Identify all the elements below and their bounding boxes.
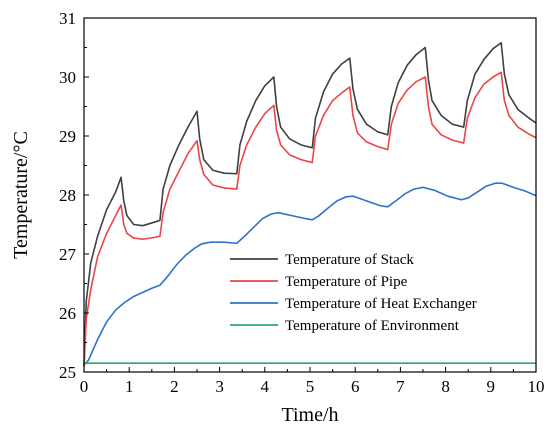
y-tick-label: 31 bbox=[59, 9, 76, 28]
y-tick-label: 25 bbox=[59, 363, 76, 382]
legend-label-2: Temperature of Heat Exchanger bbox=[285, 296, 477, 312]
x-tick-label: 2 bbox=[170, 377, 179, 396]
y-tick-label: 29 bbox=[59, 127, 76, 146]
axis-ticks: 0 1 2 3 4 5 6 7 8 9 10 25 26 27 28 29 30 31 bbox=[59, 9, 545, 396]
series-line-1 bbox=[83, 71, 537, 367]
x-tick-label: 6 bbox=[351, 377, 360, 396]
x-tick-label: 10 bbox=[528, 377, 545, 396]
legend-label-3: Temperature of Environment bbox=[285, 318, 460, 334]
x-tick-label: 1 bbox=[125, 377, 134, 396]
x-tick-label: 5 bbox=[306, 377, 315, 396]
x-tick-label: 9 bbox=[487, 377, 496, 396]
x-tick-label: 4 bbox=[261, 377, 270, 396]
y-tick-label: 30 bbox=[59, 68, 76, 87]
x-tick-label: 3 bbox=[215, 377, 224, 396]
series-line-0 bbox=[83, 41, 537, 367]
y-tick-label: 27 bbox=[59, 245, 77, 264]
x-tick-label: 7 bbox=[396, 377, 405, 396]
series-line-2 bbox=[83, 182, 537, 366]
legend-label-1: Temperature of Pipe bbox=[285, 274, 408, 290]
legend: Temperature of Stack Temperature of Pipe T… bbox=[230, 252, 477, 334]
x-tick-label: 0 bbox=[80, 377, 89, 396]
x-tick-label: 8 bbox=[441, 377, 450, 396]
x-axis-label: Time/h bbox=[281, 404, 338, 426]
y-axis-label: Temperature/°C bbox=[10, 131, 32, 259]
y-tick-label: 26 bbox=[59, 304, 76, 323]
series-layer bbox=[83, 41, 537, 367]
y-tick-label: 28 bbox=[59, 186, 76, 205]
legend-label-0: Temperature of Stack bbox=[285, 252, 414, 268]
